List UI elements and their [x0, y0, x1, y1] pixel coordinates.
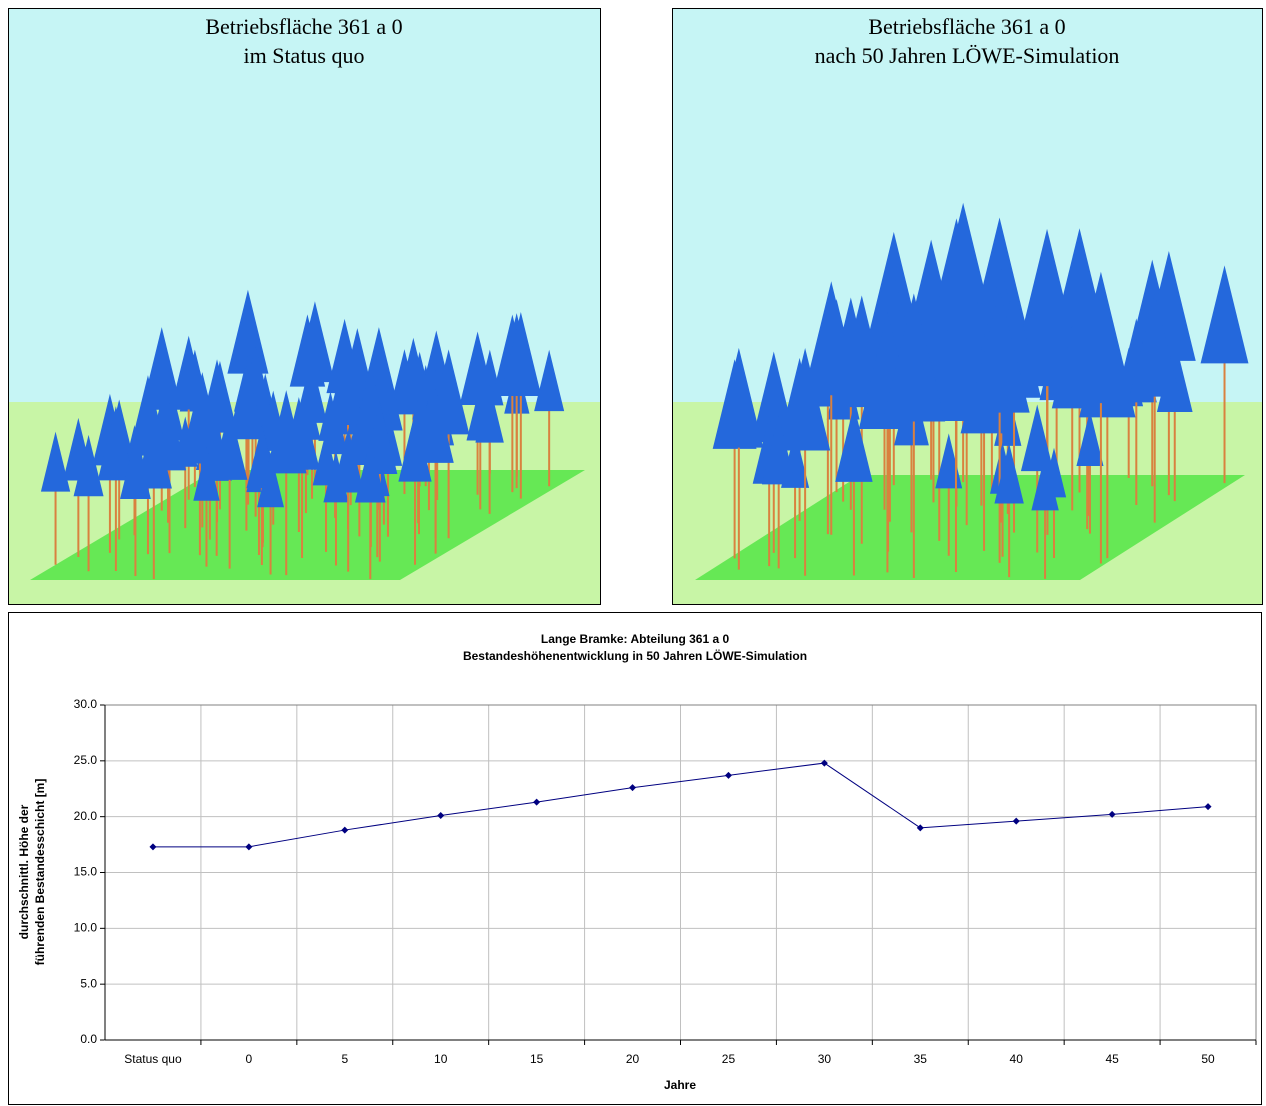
x-tick-label: 15 — [530, 1052, 544, 1066]
forest-panel — [8, 8, 600, 604]
y-tick-label: 30.0 — [74, 697, 98, 711]
panel-title: Betriebsfläche 361 a 0 — [868, 14, 1065, 39]
x-tick-label: 5 — [341, 1052, 348, 1066]
forest-panel — [672, 8, 1262, 604]
x-axis-label: Jahre — [664, 1078, 696, 1092]
y-tick-label: 15.0 — [74, 865, 98, 879]
x-tick-label: 20 — [626, 1052, 640, 1066]
chart-title: Bestandeshöhenentwicklung in 50 Jahren L… — [463, 648, 807, 663]
chart-frame — [9, 613, 1262, 1105]
y-tick-label: 20.0 — [74, 809, 98, 823]
y-axis-label: durchschnittl. Höhe der — [17, 804, 31, 939]
y-tick-label: 5.0 — [80, 976, 97, 990]
x-tick-label: 40 — [1010, 1052, 1024, 1066]
y-tick-label: 10.0 — [74, 921, 98, 935]
x-tick-label: 45 — [1105, 1052, 1119, 1066]
page: Betriebsfläche 361 a 0 im Status quo Bet… — [0, 0, 1266, 1106]
panel-title: im Status quo — [243, 43, 364, 68]
panel-title: nach 50 Jahren LÖWE-Simulation — [815, 43, 1120, 68]
chart-title: Lange Bramke: Abteilung 361 a 0 — [541, 632, 730, 646]
x-tick-label: 30 — [818, 1052, 832, 1066]
panel-title: Betriebsfläche 361 a 0 — [205, 14, 402, 39]
y-tick-label: 0.0 — [80, 1032, 97, 1046]
x-tick-label: 10 — [434, 1052, 448, 1066]
y-axis-label: führenden Bestandesschicht [m] — [33, 779, 47, 966]
x-tick-label: 25 — [722, 1052, 736, 1066]
x-tick-label: Status quo — [124, 1052, 182, 1066]
x-tick-label: 35 — [914, 1052, 928, 1066]
y-tick-label: 25.0 — [74, 753, 98, 767]
x-tick-label: 50 — [1201, 1052, 1215, 1066]
x-tick-label: 0 — [246, 1052, 253, 1066]
